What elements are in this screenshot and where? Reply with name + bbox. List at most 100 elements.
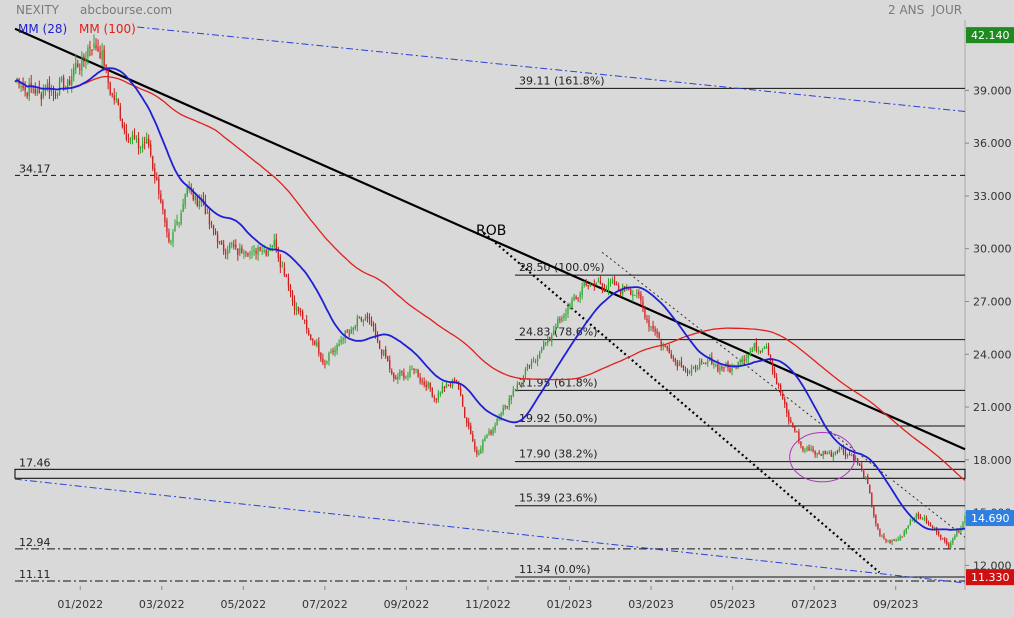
candle-body	[180, 212, 182, 224]
candle-body	[721, 366, 723, 369]
candle-body	[445, 383, 448, 389]
y-tick-label: 39.000	[973, 84, 1012, 97]
candle-body	[826, 452, 828, 455]
candle-body	[828, 452, 830, 454]
candle-body	[587, 285, 589, 287]
candle-body	[281, 266, 284, 268]
candle-body	[522, 376, 525, 385]
candle-body	[777, 384, 780, 386]
candle-body	[644, 306, 646, 318]
candle-body	[472, 434, 474, 442]
candle-body	[87, 48, 89, 58]
candle-body	[899, 536, 901, 540]
candle-body	[557, 318, 559, 328]
candle-body	[295, 306, 298, 312]
candle-body	[60, 77, 63, 81]
candle-body	[279, 256, 282, 268]
candle-body	[820, 454, 822, 456]
candle-body	[48, 82, 51, 93]
candle-body	[605, 289, 608, 291]
candle-body	[58, 78, 61, 95]
candle-body	[865, 476, 867, 479]
candle-body	[354, 325, 356, 329]
candle-body	[780, 384, 782, 393]
candle-body	[265, 249, 267, 256]
candle-body	[745, 359, 747, 361]
candle-body	[135, 139, 138, 141]
candle-body	[543, 342, 545, 350]
candle-body	[771, 361, 774, 372]
candle-body	[583, 282, 585, 286]
candle-body	[642, 301, 644, 307]
candle-body	[891, 539, 893, 543]
level-label: 34.17	[19, 162, 51, 175]
candle-body	[948, 543, 950, 548]
candle-body	[648, 319, 650, 327]
candle-body	[694, 367, 697, 369]
candle-body	[139, 146, 142, 148]
candle-body	[34, 88, 36, 94]
candle-body	[158, 178, 160, 194]
candle-body	[577, 297, 579, 299]
candle-body	[806, 447, 808, 451]
candle-body	[929, 523, 932, 527]
candle-body	[613, 280, 616, 286]
candle-body	[925, 517, 928, 524]
candle-body	[875, 515, 877, 524]
candle-body	[561, 317, 563, 322]
candle-body	[425, 384, 427, 388]
candle-body	[869, 484, 871, 494]
candle-body	[632, 294, 634, 297]
candle-body	[500, 413, 502, 417]
candle-body	[71, 75, 73, 85]
candle-body	[380, 349, 383, 355]
fib-label: 39.11 (161.8%)	[519, 74, 605, 87]
candle-body	[520, 383, 523, 386]
candle-body	[350, 329, 352, 334]
candle-body	[654, 328, 656, 332]
candle-body	[601, 283, 604, 290]
candle-body	[101, 50, 103, 60]
highlight-ellipse	[789, 432, 856, 483]
candle-body	[678, 362, 681, 366]
candle-body	[526, 364, 529, 370]
candle-body	[923, 517, 926, 520]
candle-body	[289, 286, 292, 293]
candle-body	[940, 535, 942, 539]
candle-body	[739, 360, 741, 362]
x-tick-label: 01/2023	[547, 598, 593, 611]
candle-body	[682, 365, 685, 368]
x-tick-label: 01/2022	[57, 598, 103, 611]
x-tick-label: 07/2022	[302, 598, 348, 611]
candle-body	[214, 230, 217, 234]
candle-body	[784, 398, 786, 405]
candle-body	[490, 430, 492, 435]
x-tick-label: 09/2022	[384, 598, 430, 611]
candle-body	[563, 315, 565, 318]
candle-body	[832, 453, 834, 458]
candle-body	[646, 318, 648, 321]
candle-body	[178, 222, 180, 224]
candle-body	[387, 356, 389, 361]
candle-body	[374, 326, 377, 336]
candle-body	[538, 352, 541, 359]
candle-body	[121, 118, 124, 127]
candle-body	[559, 319, 561, 321]
candle-body	[208, 211, 211, 225]
candle-body	[192, 189, 194, 200]
candle-body	[788, 412, 790, 421]
candle-body	[585, 282, 587, 286]
candle-body	[895, 540, 897, 542]
candle-body	[759, 350, 762, 353]
candle-body	[553, 329, 555, 335]
candle-body	[879, 529, 881, 536]
candle-body	[85, 58, 87, 62]
candle-body	[794, 426, 796, 432]
candle-body	[688, 371, 691, 374]
candle-body	[808, 447, 810, 451]
candle-body	[856, 458, 859, 464]
candle-body	[91, 49, 93, 51]
candle-body	[141, 143, 144, 148]
candle-body	[883, 535, 885, 539]
